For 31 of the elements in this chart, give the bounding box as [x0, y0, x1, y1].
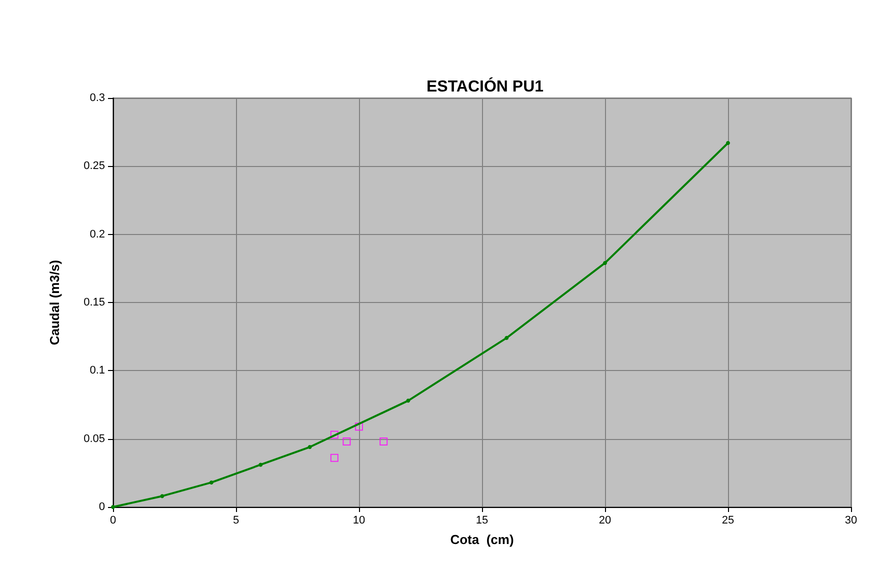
x-tick-label: 5	[232, 514, 240, 526]
point	[726, 140, 730, 145]
x-tick-label: 0	[110, 514, 116, 526]
point	[209, 480, 214, 484]
point	[330, 454, 338, 462]
point	[160, 494, 164, 498]
point	[258, 462, 263, 467]
point	[504, 336, 509, 340]
point	[603, 260, 607, 265]
x-tick-label: 25	[722, 514, 734, 526]
point	[355, 422, 363, 431]
x-axis-title: Cota (cm)	[450, 532, 514, 547]
chart-title: ESTACIÓN PU1	[426, 76, 544, 96]
y-tick-label: 0.3	[90, 92, 105, 104]
y-tick-label: 0.1	[90, 364, 105, 377]
y-tick-label: 0.05	[84, 432, 105, 445]
point	[406, 398, 410, 403]
x-tick-label: 10	[352, 514, 366, 526]
x-tick-label: 20	[598, 514, 612, 526]
point	[330, 430, 338, 439]
point	[308, 445, 312, 450]
point	[342, 438, 351, 446]
y-tick-label: 0	[98, 501, 105, 513]
point	[380, 438, 388, 446]
y-tick-label: 0.2	[90, 228, 105, 240]
y-tick-label: 0.15	[84, 296, 105, 308]
x-tick-label: 15	[476, 514, 488, 526]
y-axis-title: Caudal (m3/s)	[47, 260, 62, 346]
y-tick-label: 0.25	[84, 160, 105, 172]
x-tick-label: 30	[844, 514, 858, 526]
point	[111, 505, 115, 509]
